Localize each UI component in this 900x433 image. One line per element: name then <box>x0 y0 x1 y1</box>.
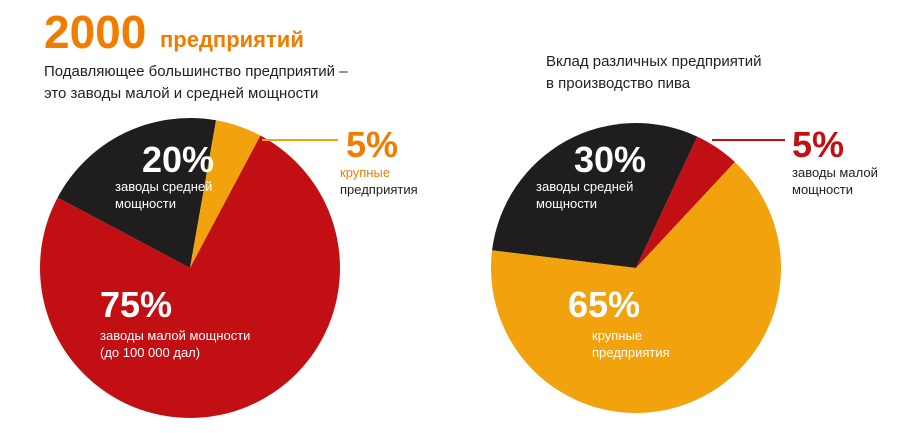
pie-slice <box>190 120 261 268</box>
subtitle: Вклад различных предприятий <box>546 53 761 70</box>
category-label: заводы средней <box>536 179 633 194</box>
value-label: 65% <box>568 284 640 325</box>
value-label: 20% <box>142 139 214 180</box>
category-label: заводы малой мощности <box>100 328 250 343</box>
headline-text: предприятий <box>160 27 304 52</box>
pie-slice <box>57 118 217 268</box>
subtitle: Подавляющее большинство предприятий – <box>44 63 348 80</box>
pie-slice <box>39 135 340 419</box>
pie-slice <box>636 136 735 268</box>
headline-number: 2000 <box>44 6 146 58</box>
category-label: заводы средней <box>115 179 212 194</box>
pie-slice <box>492 123 698 268</box>
value-label: 30% <box>574 139 646 180</box>
subtitle: это заводы малой и средней мощности <box>44 85 318 102</box>
category-label: (до 100 000 дал) <box>100 345 200 360</box>
pie-slice <box>491 161 782 414</box>
subtitle: в производство пива <box>546 75 691 92</box>
value-label: 75% <box>100 284 172 325</box>
category-label: крупные <box>340 165 390 180</box>
category-label: крупные <box>592 328 642 343</box>
category-label: заводы малой <box>792 165 878 180</box>
category-label: предприятия <box>592 345 670 360</box>
value-label: 5% <box>346 124 398 165</box>
category-label: мощности <box>115 196 176 211</box>
category-label: мощности <box>536 196 597 211</box>
category-label: предприятия <box>340 182 418 197</box>
category-label: мощности <box>792 182 853 197</box>
value-label: 5% <box>792 124 844 165</box>
